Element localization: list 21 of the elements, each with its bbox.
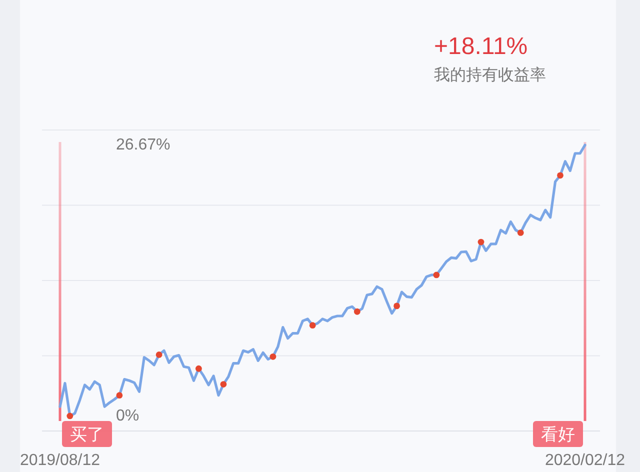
point: [354, 308, 360, 315]
point: [394, 302, 400, 310]
text: 我的持有收益率: [434, 66, 546, 84]
point: [156, 352, 162, 358]
point: [478, 238, 484, 246]
text: +18.11%: [434, 33, 528, 60]
point: [195, 365, 202, 372]
y-tick-label: 26.67%: [116, 136, 170, 154]
point: [517, 230, 524, 236]
point: [270, 353, 276, 360]
y-tick-label: 0%: [116, 407, 140, 424]
point: [220, 381, 227, 388]
ref-line-label: 看好: [541, 425, 575, 444]
point: [433, 272, 440, 278]
ref-line-label: 买了: [70, 425, 104, 444]
point: [557, 172, 564, 179]
point: [66, 412, 74, 420]
x-tick-label: 2020/02/12: [544, 452, 626, 469]
point: [116, 392, 123, 399]
x-tick-label: 2019/08/12: [20, 452, 100, 469]
point: [309, 322, 316, 329]
